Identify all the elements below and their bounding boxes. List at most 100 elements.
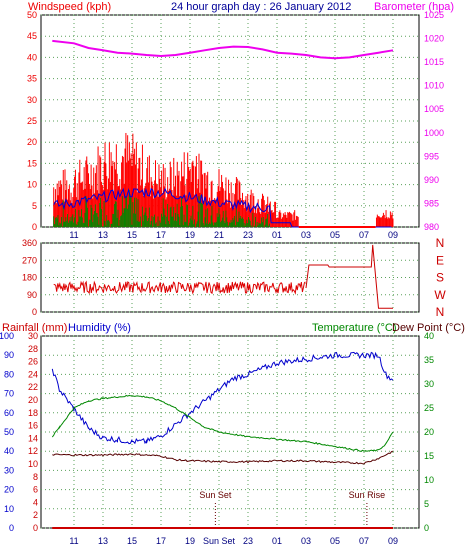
rainfall-tick: 26 [28, 357, 38, 367]
x-tick-label: 21 [214, 230, 224, 240]
windspeed-tick: 5 [32, 201, 37, 211]
dewpoint-line [52, 450, 394, 465]
temperature-axis-label: Temperature (°C) [312, 322, 396, 334]
windspeed-tick: 30 [27, 95, 37, 105]
panel-wind-barometer: Windspeed (kph) 24 hour graph day : 26 J… [27, 1, 454, 240]
barometer-axis-label: Barometer (hpa) [374, 1, 454, 13]
wind-direction-noisy [53, 280, 306, 295]
x-tick-label: 07 [359, 230, 369, 240]
humidity-tick: 40 [4, 446, 14, 456]
windspeed-tick: 10 [27, 180, 37, 190]
barometer-tick: 990 [424, 175, 439, 185]
rainfall-tick: 10 [28, 459, 38, 469]
rainfall-tick: 14 [28, 433, 38, 443]
humidity-tick: 100 [0, 331, 14, 341]
rainfall-tick: 20 [28, 395, 38, 405]
x-tick-label: 17 [156, 230, 166, 240]
temperature-tick: 35 [424, 355, 434, 365]
barometer-tick: 1005 [424, 104, 444, 114]
humidity-tick: 70 [4, 389, 14, 399]
panel-3-ticks: 0102030405060708090100024681012141618202… [0, 331, 434, 546]
windspeed-axis-label: Windspeed (kph) [28, 1, 111, 13]
direction-tick: 360 [22, 238, 37, 248]
rainfall-tick: 30 [28, 331, 38, 341]
windspeed-tick: 40 [27, 52, 37, 62]
temperature-tick: 10 [424, 475, 434, 485]
compass-tick: W [434, 288, 446, 302]
direction-tick: 180 [22, 273, 37, 283]
barometer-tick: 980 [424, 222, 439, 232]
rainfall-tick: 18 [28, 408, 38, 418]
windspeed-tick: 15 [27, 158, 37, 168]
windspeed-tick: 0 [32, 222, 37, 232]
x-tick-label: 23 [243, 536, 253, 546]
temperature-tick: 20 [424, 427, 434, 437]
x-tick-label: 15 [127, 230, 137, 240]
temperature-tick: 30 [424, 379, 434, 389]
windspeed-tick: 50 [27, 10, 37, 20]
wind-gust-bars [53, 132, 394, 227]
humidity-tick: 0 [9, 523, 14, 533]
panel-wind-direction: 0 N 90 W 180 S 270 E 360 N [22, 236, 446, 319]
x-tick-label: 13 [98, 536, 108, 546]
x-tick-label: 23 [243, 230, 253, 240]
humidity-tick: 20 [4, 485, 14, 495]
rainfall-tick: 22 [28, 382, 38, 392]
barometer-line [52, 39, 394, 60]
direction-tick: 90 [27, 290, 37, 300]
barometer-tick: 1015 [424, 57, 444, 67]
x-tick-label: 01 [272, 230, 282, 240]
x-tick-label: 03 [301, 536, 311, 546]
windspeed-tick: 20 [27, 137, 37, 147]
x-tick-label: 13 [98, 230, 108, 240]
rainfall-tick: 16 [28, 421, 38, 431]
temperature-tick: 15 [424, 451, 434, 461]
humidity-axis-label: Humidity (%) [68, 322, 131, 334]
barometer-tick: 985 [424, 198, 439, 208]
x-tick-label: Sun Set [203, 536, 236, 546]
x-tick-label: 15 [127, 536, 137, 546]
temperature-tick: 25 [424, 403, 434, 413]
windspeed-tick: 35 [27, 74, 37, 84]
windspeed-tick: 25 [27, 116, 37, 126]
x-tick-label: 11 [69, 230, 78, 240]
x-tick-label: 17 [156, 536, 166, 546]
graph-title: 24 hour graph day : 26 January 2012 [171, 1, 351, 13]
dewpoint-axis-label: Dew Point (°C) [392, 322, 465, 334]
panel-2-series [53, 244, 393, 309]
barometer-tick: 995 [424, 151, 439, 161]
humidity-tick: 50 [4, 427, 14, 437]
rainfall-tick: 2 [33, 510, 38, 520]
rainfall-tick: 28 [28, 344, 38, 354]
temperature-tick: 40 [424, 331, 434, 341]
humidity-tick: 60 [4, 408, 14, 418]
direction-tick: 270 [22, 255, 37, 265]
panel-temp-humidity: Rainfall (mm) Humidity (%) Temperature (… [0, 322, 465, 546]
temperature-tick: 5 [424, 499, 429, 509]
compass-tick: S [436, 271, 444, 285]
sunset-label: Sun Set [199, 490, 232, 500]
x-tick-label: 03 [301, 230, 311, 240]
panel-3-grid [41, 335, 419, 529]
rainfall-tick: 12 [28, 446, 38, 456]
x-tick-label: 19 [185, 536, 195, 546]
rainfall-tick: 4 [33, 497, 38, 507]
windspeed-tick: 45 [27, 31, 37, 41]
sunrise-label: Sun Rise [349, 490, 386, 500]
temperature-tick: 0 [424, 523, 429, 533]
barometer-tick: 1025 [424, 10, 444, 20]
panel-1-ticks: 0510152025303540455098098599099510001005… [27, 10, 444, 240]
x-tick-label: 07 [359, 536, 369, 546]
direction-tick: 0 [32, 307, 37, 317]
barometer-tick: 1000 [424, 128, 444, 138]
panel-2-grid [41, 242, 419, 313]
panel-2-ticks: 0 N 90 W 180 S 270 E 360 N [22, 236, 446, 319]
humidity-tick: 90 [4, 350, 14, 360]
x-tick-label: 19 [185, 230, 195, 240]
x-tick-label: 05 [330, 230, 340, 240]
panel-1-series [52, 39, 394, 228]
wind-direction-line [305, 244, 393, 309]
humidity-tick: 80 [4, 369, 14, 379]
x-tick-label: 05 [330, 536, 340, 546]
